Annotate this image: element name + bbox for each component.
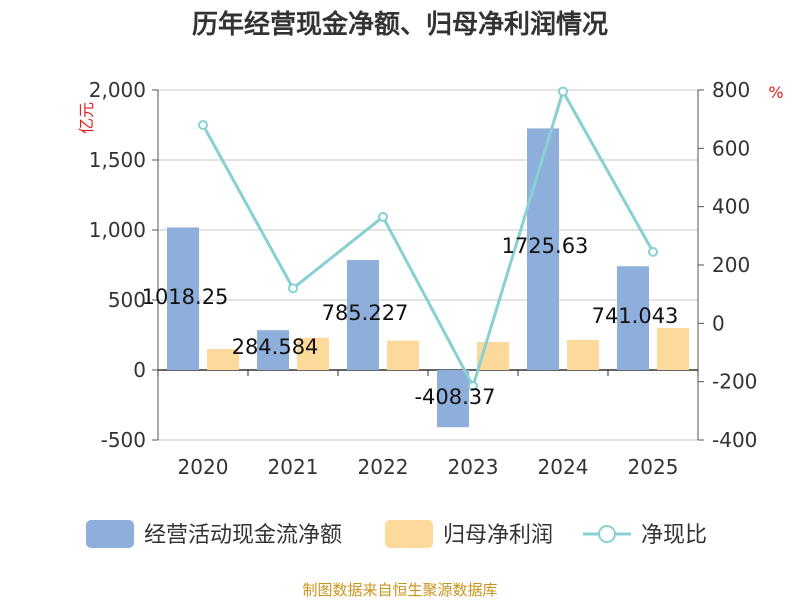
chart-title: 历年经营现金净额、归母净利润情况 [192,9,608,40]
right-axis-tick-label: 200 [712,253,750,277]
cashflow-bar [167,227,199,370]
x-axis-tick-label: 2020 [178,455,229,479]
profit-bar [387,340,419,370]
right-axis-tick-label: 400 [712,195,750,219]
x-axis-tick-label: 2024 [538,455,589,479]
left-axis-tick-label: 1,000 [89,218,146,242]
cashflow-data-label: 741.043 [592,304,679,328]
cashflow-data-label: 284.584 [232,335,319,359]
right-axis-tick-label: -200 [712,370,757,394]
cashflow-data-label: 1725.63 [502,234,589,258]
ratio-line [201,87,655,390]
left-axis-tick-label: 1,500 [89,148,146,172]
cashflow-bar [347,260,379,370]
right-axis-tick-label: -400 [712,428,757,452]
left-axis-unit: 亿元 [77,102,96,134]
legend-ratio-marker [598,525,616,543]
left-axis-tick-label: -500 [101,428,146,452]
profit-bar [297,337,329,370]
x-axis-tick-label: 2025 [628,455,679,479]
profit-bar [567,339,599,370]
x-axis-tick-label: 2023 [448,455,499,479]
cashflow-data-label: -408.37 [414,385,495,409]
legend-cashflow-label: 经营活动现金流净额 [144,523,342,548]
legend-ratio-label: 净现比 [641,523,707,548]
legend-profit-label: 归母净利润 [443,523,553,548]
profit-bar [207,349,239,370]
right-axis-unit: % [768,83,783,102]
cashflow-bar [257,330,289,370]
x-axis-tick-label: 2021 [268,455,319,479]
bars-layer [167,128,689,428]
legend-cashflow-swatch [86,520,134,548]
source-note: 制图数据来自恒生聚源数据库 [302,581,497,599]
cashflow-bar [527,128,559,370]
ratio-point [378,211,388,222]
left-axis-tick-label: 500 [108,288,146,312]
axes: -500 0 500 1,000 1,500 2,000 -400 -200 0 200 400 60… [89,78,758,479]
ratio-point [558,86,568,97]
ratio-point [648,246,658,257]
x-axis-tick-label: 2022 [358,455,409,479]
right-axis-tick-label: 800 [712,78,750,102]
right-axis-tick-label: 0 [712,311,725,335]
right-axis-tick-label: 600 [712,136,750,160]
ratio-point [198,120,208,130]
cashflow-data-label: 1018.25 [142,285,229,309]
ratio-point [288,283,298,294]
ratio-point [468,381,478,392]
left-axis-tick-label: 0 [133,358,146,382]
ratio-line-layer [198,86,658,392]
profit-bar [657,328,689,370]
legend-profit-swatch [385,520,433,548]
cashflow-data-label: 785.227 [322,301,409,325]
left-axis-tick-label: 2,000 [89,78,146,102]
cashflow-bar [617,266,649,370]
cashflow-bar [437,370,469,428]
legend: 经营活动现金流净额 归母净利润 净现比 [86,520,707,548]
